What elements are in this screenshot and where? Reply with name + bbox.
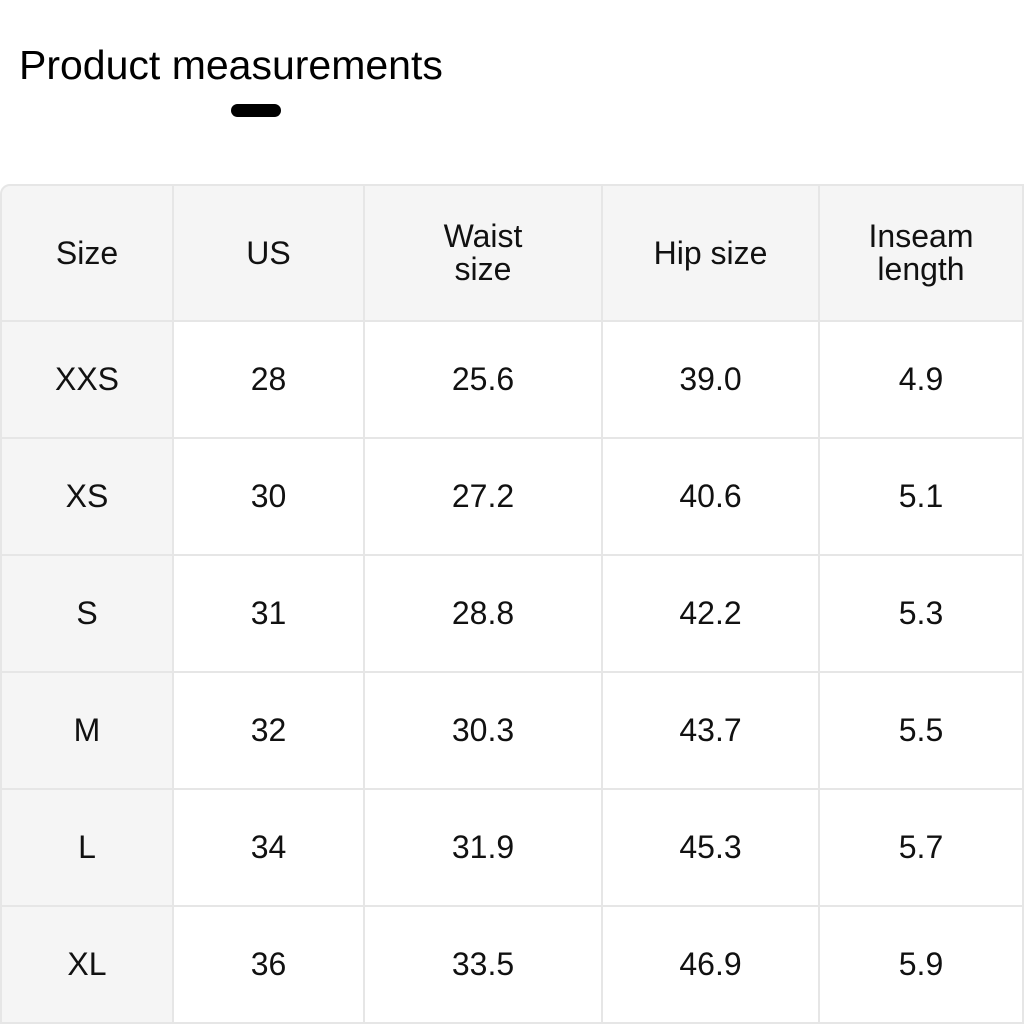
cell-inseam-length: 5.1 — [820, 439, 1024, 556]
cell-hip-size: 46.9 — [603, 907, 820, 1024]
cell-hip-size: 39.0 — [603, 322, 820, 439]
cell-waist-size: 25.6 — [365, 322, 603, 439]
header-hip-size: Hip size — [603, 184, 820, 322]
cell-size: XS — [0, 439, 174, 556]
cell-inseam-length: 5.5 — [820, 673, 1024, 790]
cell-us: 30 — [174, 439, 365, 556]
cell-hip-size: 42.2 — [603, 556, 820, 673]
table-row: M 32 30.3 43.7 5.5 — [0, 673, 1024, 790]
cell-inseam-length: 5.9 — [820, 907, 1024, 1024]
cell-us: 31 — [174, 556, 365, 673]
table-row: XL 36 33.5 46.9 5.9 — [0, 907, 1024, 1024]
cell-size: XXS — [0, 322, 174, 439]
page-title: Product measurements — [19, 42, 443, 88]
cell-us: 32 — [174, 673, 365, 790]
drag-handle[interactable] — [231, 104, 281, 117]
cell-hip-size: 45.3 — [603, 790, 820, 907]
cell-size: S — [0, 556, 174, 673]
cell-us: 28 — [174, 322, 365, 439]
table-row: XXS 28 25.6 39.0 4.9 — [0, 322, 1024, 439]
cell-inseam-length: 5.3 — [820, 556, 1024, 673]
cell-us: 34 — [174, 790, 365, 907]
header-waist-size: Waist size — [365, 184, 603, 322]
table-row: S 31 28.8 42.2 5.3 — [0, 556, 1024, 673]
cell-waist-size: 31.9 — [365, 790, 603, 907]
cell-size: M — [0, 673, 174, 790]
table-header-row: Size US Waist size Hip size Inseam lengt… — [0, 184, 1024, 322]
table-row: L 34 31.9 45.3 5.7 — [0, 790, 1024, 907]
table-row: XS 30 27.2 40.6 5.1 — [0, 439, 1024, 556]
measurements-table: Size US Waist size Hip size Inseam lengt… — [0, 184, 1024, 1024]
header-inseam-length: Inseam length — [820, 184, 1024, 322]
cell-inseam-length: 4.9 — [820, 322, 1024, 439]
header-size: Size — [0, 184, 174, 322]
cell-us: 36 — [174, 907, 365, 1024]
header-us: US — [174, 184, 365, 322]
cell-size: L — [0, 790, 174, 907]
cell-waist-size: 27.2 — [365, 439, 603, 556]
measurements-table-container: Size US Waist size Hip size Inseam lengt… — [0, 184, 1024, 1024]
cell-size: XL — [0, 907, 174, 1024]
cell-inseam-length: 5.7 — [820, 790, 1024, 907]
cell-waist-size: 30.3 — [365, 673, 603, 790]
cell-hip-size: 43.7 — [603, 673, 820, 790]
cell-hip-size: 40.6 — [603, 439, 820, 556]
cell-waist-size: 28.8 — [365, 556, 603, 673]
cell-waist-size: 33.5 — [365, 907, 603, 1024]
